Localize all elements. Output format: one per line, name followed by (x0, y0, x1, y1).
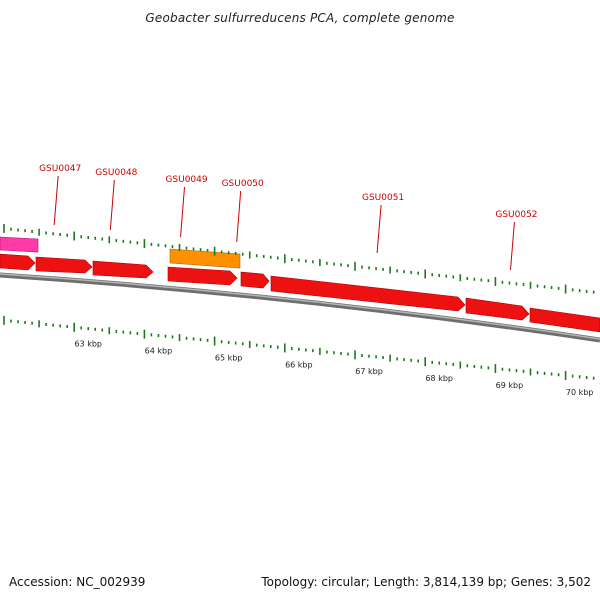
scale-label: 64 kbp (145, 347, 173, 356)
gene-feature[interactable] (465, 297, 530, 321)
gene-label[interactable]: GSU0048 (95, 168, 137, 178)
scale-label: 67 kbp (355, 367, 383, 376)
gene-feature-pink[interactable] (0, 236, 39, 253)
gene-feature[interactable] (92, 260, 154, 279)
gene-feature[interactable] (529, 307, 600, 333)
gene-label[interactable]: GSU0049 (165, 175, 207, 185)
gene-track-forward (0, 253, 600, 333)
gene-feature[interactable] (0, 253, 36, 271)
gene-label[interactable]: GSU0047 (39, 164, 81, 174)
gene-label-leader (509, 221, 515, 271)
scale-label: 69 kbp (496, 381, 524, 390)
gene-label-leader (376, 204, 382, 254)
scale-label: 70 kbp (566, 388, 594, 397)
scale-label: 63 kbp (74, 340, 102, 349)
gene-label-leader (236, 190, 242, 243)
gene-feature[interactable] (270, 275, 466, 312)
scale-labels: 63 kbp 64 kbp 65 kbp 66 kbp 67 kbp 68 kbp 69 k… (74, 340, 593, 397)
gene-label-leader (109, 179, 115, 231)
gene-feature[interactable] (240, 271, 270, 289)
gene-label-leader (53, 175, 59, 226)
accession-text: Accession: NC_002939 (9, 575, 146, 589)
map-title: Geobacter sulfurreducens PCA, complete g… (145, 11, 455, 25)
genome-summary-text: Topology: circular; Length: 3,814,139 bp… (261, 575, 591, 589)
gene-label[interactable]: GSU0051 (362, 193, 404, 203)
scale-label: 68 kbp (425, 374, 453, 383)
scale-label: 65 kbp (215, 353, 243, 362)
gene-track-other (0, 236, 241, 269)
gene-label[interactable]: GSU0052 (495, 210, 537, 220)
gene-label-leader (180, 186, 186, 238)
tick-row-bottom (3, 315, 595, 380)
genome-backbone (0, 272, 600, 343)
gene-labels: GSU0047 GSU0048 GSU0049 GSU0050 GSU0051 GSU00… (39, 164, 538, 271)
scale-label: 66 kbp (285, 360, 313, 369)
gene-feature[interactable] (35, 256, 93, 274)
tick-row-top (3, 223, 595, 294)
gene-feature[interactable] (167, 266, 238, 286)
gene-label[interactable]: GSU0050 (222, 179, 264, 189)
gene-feature-orange[interactable] (169, 248, 241, 269)
